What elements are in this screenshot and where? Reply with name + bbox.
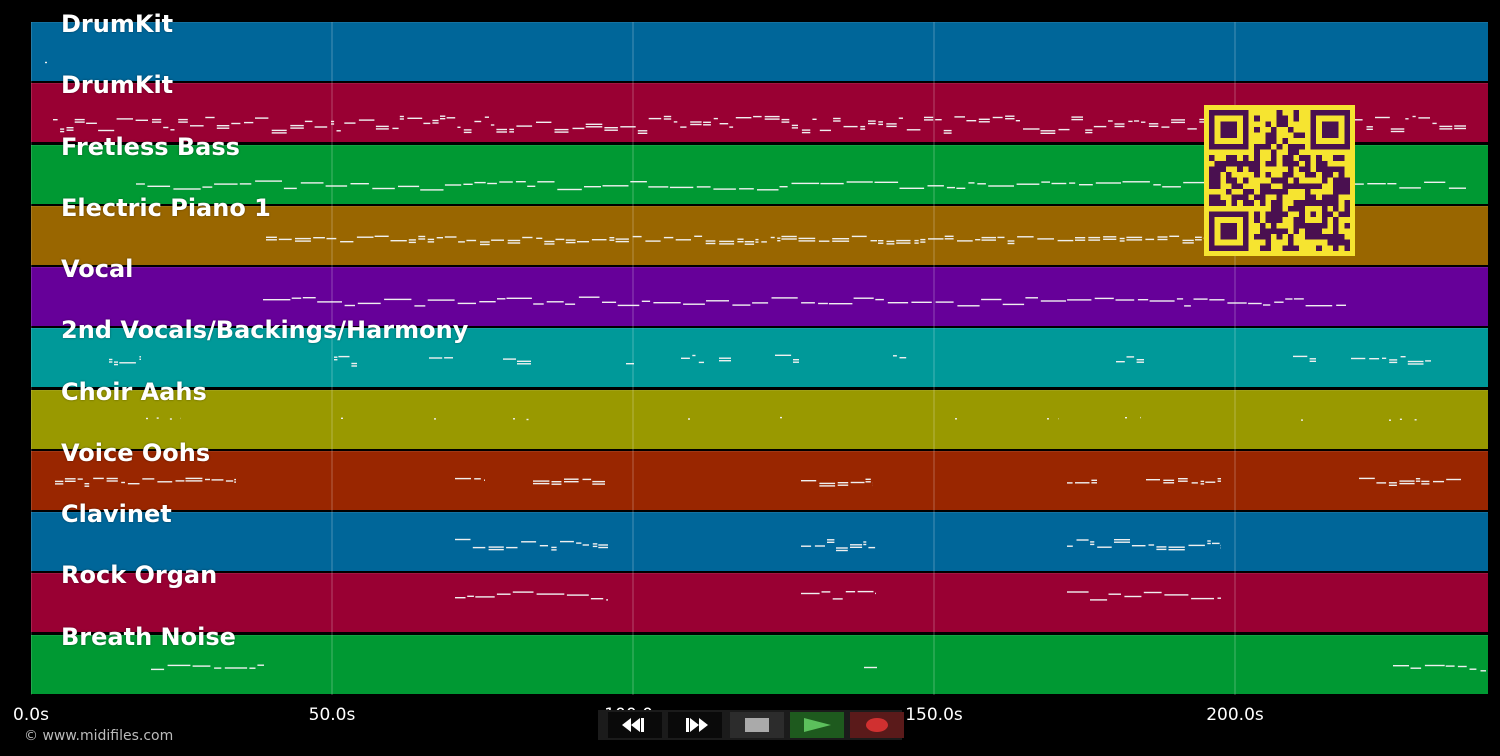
track-lane: Vocal: [31, 255, 1488, 326]
track-notes: [266, 235, 1206, 245]
track-label: Voice Oohs: [61, 438, 211, 467]
qr-code: [1204, 105, 1355, 256]
tick-label: 150.0s: [905, 705, 963, 725]
track-label: Vocal: [61, 255, 134, 283]
play-button[interactable]: [790, 712, 844, 738]
track-label: Rock Organ: [61, 561, 218, 590]
track-lane: Choir Aahs: [31, 378, 1488, 449]
tick-label: 0.0s: [13, 705, 49, 725]
tick-label: 200.0s: [1206, 705, 1264, 725]
track-lane: Clavinet: [31, 500, 1488, 571]
stop-button[interactable]: [730, 712, 784, 738]
rewind-icon: [622, 718, 644, 732]
track-label: Fretless Bass: [61, 132, 240, 161]
track-notes: [455, 538, 1221, 552]
track-notes: [151, 664, 1486, 671]
track-label: DrumKit: [61, 10, 174, 38]
track-lane: DrumKit: [31, 10, 1488, 81]
play-icon: [804, 718, 831, 732]
stop-icon: [745, 718, 769, 732]
record-button[interactable]: [850, 712, 904, 738]
track-lane: Breath Noise: [31, 623, 1488, 694]
track-lane: 2nd Vocals/Backings/Harmony: [31, 316, 1488, 388]
track-notes: [45, 61, 47, 64]
track-notes: [263, 296, 1346, 307]
record-icon: [866, 718, 888, 732]
track-notes: [146, 416, 1417, 421]
track-notes: [455, 591, 1221, 601]
copyright-text: © www.midifiles.com: [24, 728, 174, 744]
track-lanes: DrumKit DrumKit Fretless Bass Electric Pian…: [31, 10, 1488, 695]
track-notes: [55, 477, 1461, 487]
track-label: DrumKit: [61, 71, 174, 100]
track-notes: [109, 354, 1431, 367]
track-label: Breath Noise: [61, 622, 236, 651]
track-label: Electric Piano 1: [61, 193, 271, 222]
track-label: Clavinet: [61, 500, 172, 528]
fast-forward-icon: [686, 718, 708, 732]
transport-controls: [598, 710, 904, 740]
fast-forward-button[interactable]: [668, 712, 722, 738]
track-label: 2nd Vocals/Backings/Harmony: [61, 316, 469, 345]
track-label: Choir Aahs: [61, 377, 207, 406]
rewind-button[interactable]: [608, 712, 662, 738]
tick-label: 50.0s: [308, 705, 356, 725]
track-lane: Voice Oohs: [31, 439, 1488, 510]
track-lane: Rock Organ: [31, 561, 1488, 633]
